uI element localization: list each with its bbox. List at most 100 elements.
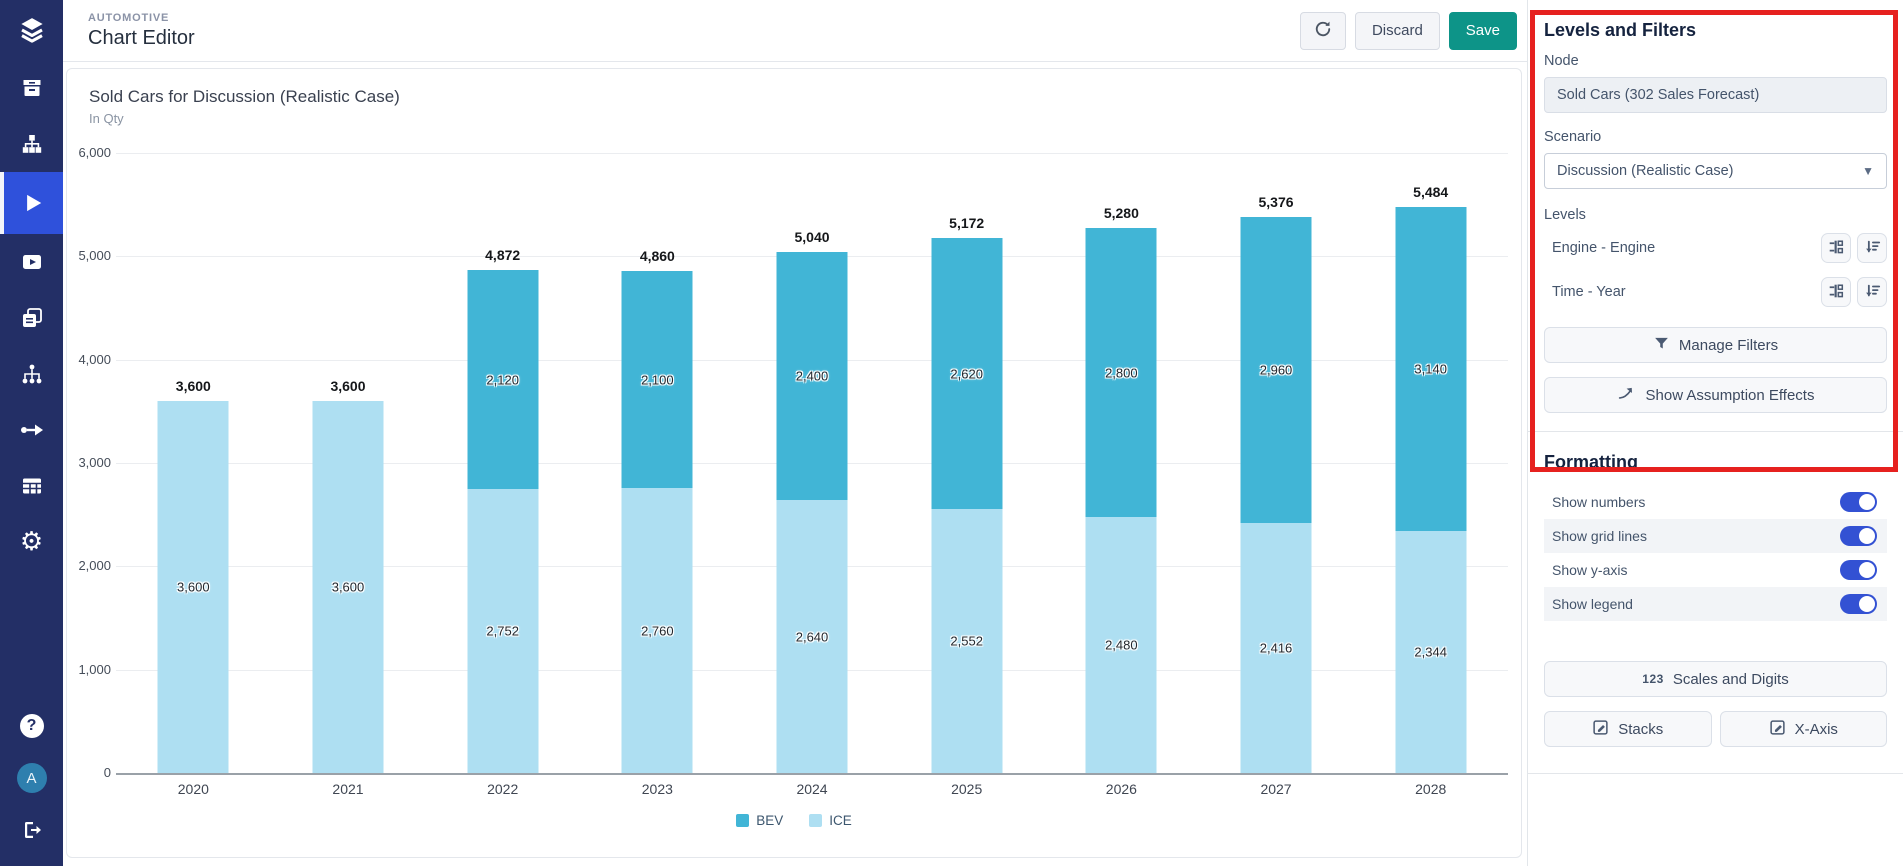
- formatting-row: Show y-axis: [1544, 553, 1887, 587]
- segment-value: 2,620: [950, 366, 983, 381]
- total-label: 5,172: [949, 215, 985, 231]
- title-block: AUTOMOTIVE Chart Editor: [88, 12, 195, 50]
- bar-2026: 5,280 2,800 2,480: [1044, 153, 1199, 773]
- scenario-select[interactable]: Discussion (Realistic Case) ▼: [1544, 153, 1887, 189]
- sort-descending-icon: [1863, 238, 1881, 259]
- formatting-rows: Show numbers Show grid lines Show y-axis Sh…: [1544, 485, 1887, 621]
- y-tick-label: 2,000: [78, 558, 111, 573]
- network-icon: [20, 362, 44, 386]
- sidebar-item-logout[interactable]: [0, 804, 63, 856]
- level-sort-button[interactable]: [1857, 277, 1887, 307]
- refresh-button[interactable]: [1299, 11, 1346, 50]
- segment-value: 2,400: [795, 368, 829, 384]
- page-title: Chart Editor: [88, 26, 195, 49]
- sidebar-item-network[interactable]: [0, 346, 63, 402]
- level-label: Engine - Engine: [1552, 240, 1656, 256]
- sidebar-item-help[interactable]: ?: [0, 700, 63, 752]
- archive-icon: [20, 76, 44, 100]
- manage-filters-button[interactable]: Manage Filters: [1544, 327, 1887, 363]
- chart-legend: BEV ICE: [67, 813, 1521, 828]
- bar-stack: 2,120 2,752: [467, 270, 539, 773]
- total-label: 3,600: [330, 378, 366, 394]
- level-settings-button[interactable]: [1821, 233, 1851, 263]
- toggle-switch[interactable]: [1840, 560, 1877, 580]
- scales-and-digits-button[interactable]: 123 Scales and Digits: [1544, 661, 1887, 697]
- sidebar-top-group: ⚙: [0, 0, 63, 570]
- sidebar-item-gear[interactable]: ⚙: [0, 514, 63, 570]
- node-value: Sold Cars (302 Sales Forecast): [1557, 87, 1760, 103]
- toggle-knob: [1859, 528, 1875, 544]
- discard-button[interactable]: Discard: [1354, 11, 1440, 50]
- legend-label: BEV: [756, 813, 784, 828]
- total-label: 4,872: [485, 247, 521, 263]
- node-field: Sold Cars (302 Sales Forecast): [1544, 77, 1887, 113]
- sidebar-item-table[interactable]: [0, 458, 63, 514]
- y-tick-label: 0: [103, 765, 111, 780]
- level-sort-button[interactable]: [1857, 233, 1887, 263]
- sidebar-item-logo[interactable]: [0, 0, 63, 60]
- segment-value: 2,120: [486, 372, 519, 387]
- formatting-row: Show grid lines: [1544, 519, 1887, 553]
- scenario-value: Discussion (Realistic Case): [1557, 163, 1734, 179]
- show-assumption-effects-label: Show Assumption Effects: [1645, 386, 1815, 404]
- sidebar-item-pages[interactable]: [0, 290, 63, 346]
- gridline: [116, 153, 1508, 154]
- main-column: AUTOMOTIVE Chart Editor Discard Save Sol…: [63, 0, 1528, 866]
- segment-ICE: 2,640: [776, 500, 848, 773]
- x-tick-label: 2028: [1415, 781, 1447, 797]
- segment-ICE: 2,552: [931, 509, 1003, 773]
- bar-stack: 2,100 2,760: [621, 271, 693, 773]
- formatting-row: Show legend: [1544, 587, 1887, 621]
- segment-ICE: 2,416: [1240, 523, 1312, 773]
- segment-value: 3,140: [1414, 361, 1447, 377]
- toggle-knob: [1859, 562, 1875, 578]
- scenario-label: Scenario: [1544, 129, 1602, 145]
- show-assumption-effects-button[interactable]: Show Assumption Effects: [1544, 377, 1887, 413]
- panel-divider: [1528, 431, 1903, 432]
- segment-value: 2,800: [1105, 365, 1138, 380]
- edit-style-icon: [1592, 719, 1609, 740]
- chart-subtitle: In Qty: [89, 111, 124, 126]
- help-icon: ?: [19, 714, 44, 738]
- save-button[interactable]: Save: [1448, 11, 1517, 50]
- gear-icon: ⚙: [19, 527, 44, 557]
- sidebar-item-archive[interactable]: [0, 60, 63, 116]
- bar-2028: 5,484 3,140 2,344: [1353, 153, 1508, 773]
- toggle-switch[interactable]: [1840, 526, 1877, 546]
- refresh-icon: [1313, 19, 1333, 43]
- x-tick-label: 2024: [796, 781, 828, 797]
- stacks-label: Stacks: [1618, 720, 1664, 738]
- y-tick-label: 5,000: [78, 248, 111, 263]
- x-tick-label: 2021: [332, 781, 364, 797]
- stacks-button[interactable]: Stacks: [1544, 711, 1712, 747]
- segment-ICE: 2,480: [1085, 517, 1157, 773]
- x-axis-button[interactable]: X-Axis: [1719, 711, 1887, 747]
- bar-2024: 5,040 2,400 2,640: [735, 153, 890, 773]
- segment-value: 2,640: [795, 629, 829, 644]
- segment-value: 2,760: [641, 623, 674, 638]
- level-row: Time - Year: [1544, 275, 1887, 309]
- filter-funnel-icon: [1653, 335, 1670, 356]
- segment-BEV: 2,800: [1085, 228, 1157, 517]
- table-icon: [20, 474, 44, 498]
- bar-stack: 2,800 2,480: [1085, 228, 1157, 773]
- style-buttons-row: Stacks X-Axis: [1544, 711, 1887, 761]
- level-settings-button[interactable]: [1821, 277, 1851, 307]
- level-label: Time - Year: [1552, 284, 1626, 300]
- level-settings-icon: [1827, 238, 1845, 259]
- sidebar-item-sitemap[interactable]: [0, 116, 63, 172]
- toggle-switch[interactable]: [1840, 594, 1877, 614]
- toggle-switch[interactable]: [1840, 492, 1877, 512]
- sidebar-item-flow[interactable]: [0, 402, 63, 458]
- segment-value: 2,344: [1414, 644, 1447, 660]
- sidebar-item-run[interactable]: [0, 172, 63, 234]
- bar-2020: 3,600 3,600: [116, 153, 271, 773]
- sidebar-bottom-group: ? A: [0, 700, 63, 866]
- bar-stack: 3,600: [157, 401, 229, 773]
- sidebar-item-video[interactable]: [0, 234, 63, 290]
- sidebar-item-avatar[interactable]: A: [0, 752, 63, 804]
- legend-item-ICE[interactable]: ICE: [809, 813, 852, 828]
- legend-item-BEV[interactable]: BEV: [736, 813, 783, 828]
- legend-swatch: [809, 814, 823, 827]
- segment-BEV: 2,620: [931, 238, 1003, 509]
